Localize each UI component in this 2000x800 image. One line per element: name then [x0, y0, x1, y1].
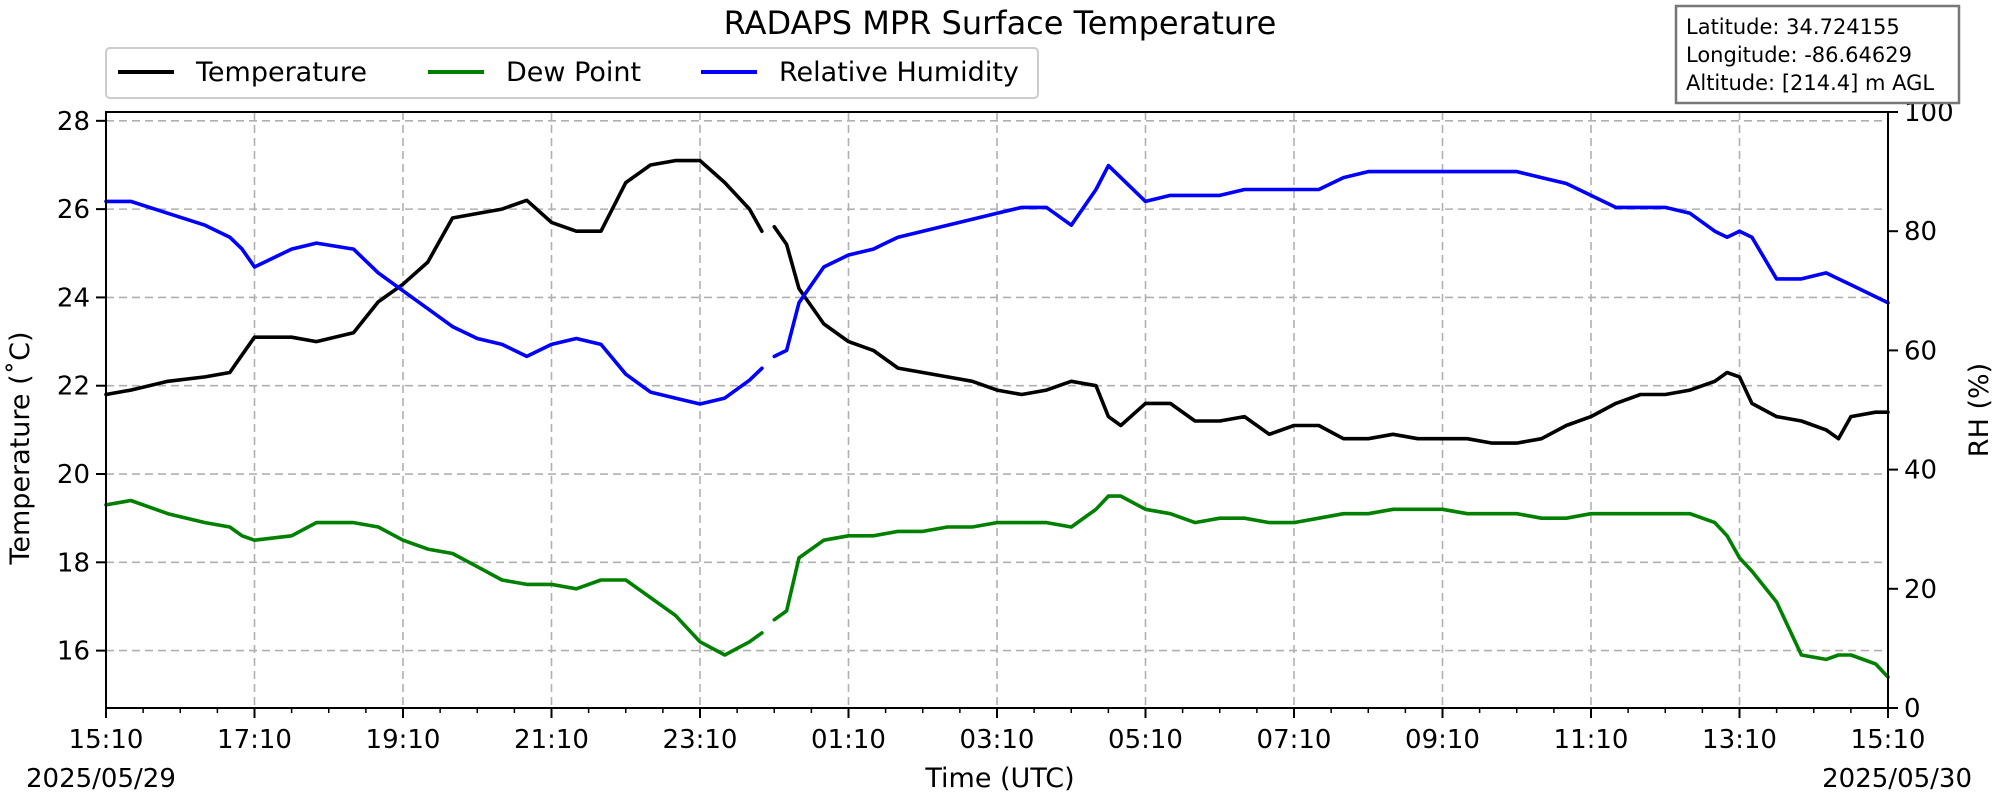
x-tick-label: 01:10: [811, 725, 886, 755]
y2-tick-label: 60: [1904, 336, 1937, 366]
legend-frame: [105, 47, 1039, 99]
y2-axis-title: RH (%): [1964, 363, 1995, 457]
y2-tick-label: 80: [1904, 217, 1937, 247]
legend: Temperature Dew Point Relative Humidity: [105, 47, 1039, 99]
x-tick-label: 19:10: [366, 725, 441, 755]
x-tick-label: 15:10: [69, 725, 144, 755]
station-info-frame: [1674, 4, 1961, 105]
series-lines: [104, 158, 1890, 679]
x-axis-title: Time (UTC): [924, 763, 1074, 794]
station-altitude: Altitude: [214.4] m AGL: [1686, 71, 1934, 95]
station-info-box: Latitude: 34.724155 Longitude: -86.64629…: [1674, 4, 1961, 105]
x-tick-label: 03:10: [960, 725, 1035, 755]
series-line-dew-point: [104, 494, 1890, 679]
station-longitude: Longitude: -86.64629: [1686, 43, 1912, 67]
chart-title: RADAPS MPR Surface Temperature: [724, 4, 1277, 42]
y-tick-label: 20: [57, 460, 90, 490]
station-latitude: Latitude: 34.724155: [1686, 15, 1900, 39]
y2-tick-label: 40: [1904, 456, 1937, 486]
y-tick-label: 26: [57, 195, 90, 225]
y2-tick-label: 20: [1904, 575, 1937, 605]
series-line-relative-humidity: [104, 163, 1890, 406]
legend-label-dew-point: Dew Point: [506, 57, 641, 88]
x-end-date: 2025/05/30: [1822, 764, 1972, 794]
y-tick-label: 22: [57, 372, 90, 402]
y2-tick-label: 0: [1904, 694, 1921, 724]
x-tick-label: 07:10: [1257, 725, 1332, 755]
y-tick-label: 16: [57, 637, 90, 667]
grid: [106, 112, 1888, 708]
x-axis: 15:10 17:10 19:10 21:10 23:10 01:10 03:10 05:10…: [69, 708, 1926, 755]
x-tick-label: 05:10: [1108, 725, 1183, 755]
y-tick-label: 28: [57, 107, 90, 137]
y-tick-label: 24: [57, 283, 90, 313]
legend-label-relative-humidity: Relative Humidity: [779, 57, 1019, 88]
legend-label-temperature: Temperature: [195, 57, 367, 88]
x-tick-label: 15:10: [1851, 725, 1926, 755]
y-axis-title: Temperature (˚C): [5, 331, 36, 565]
y-axis-left: 16 18 20 22 24 26 28: [57, 107, 106, 667]
y-tick-label: 18: [57, 548, 90, 578]
series-line-temperature: [104, 158, 1890, 445]
x-tick-label: 13:10: [1702, 725, 1777, 755]
x-tick-label: 23:10: [663, 725, 738, 755]
x-tick-label: 21:10: [514, 725, 589, 755]
x-tick-label: 09:10: [1405, 725, 1480, 755]
x-start-date: 2025/05/29: [26, 764, 176, 794]
x-tick-label: 11:10: [1554, 725, 1629, 755]
x-tick-label: 17:10: [217, 725, 292, 755]
